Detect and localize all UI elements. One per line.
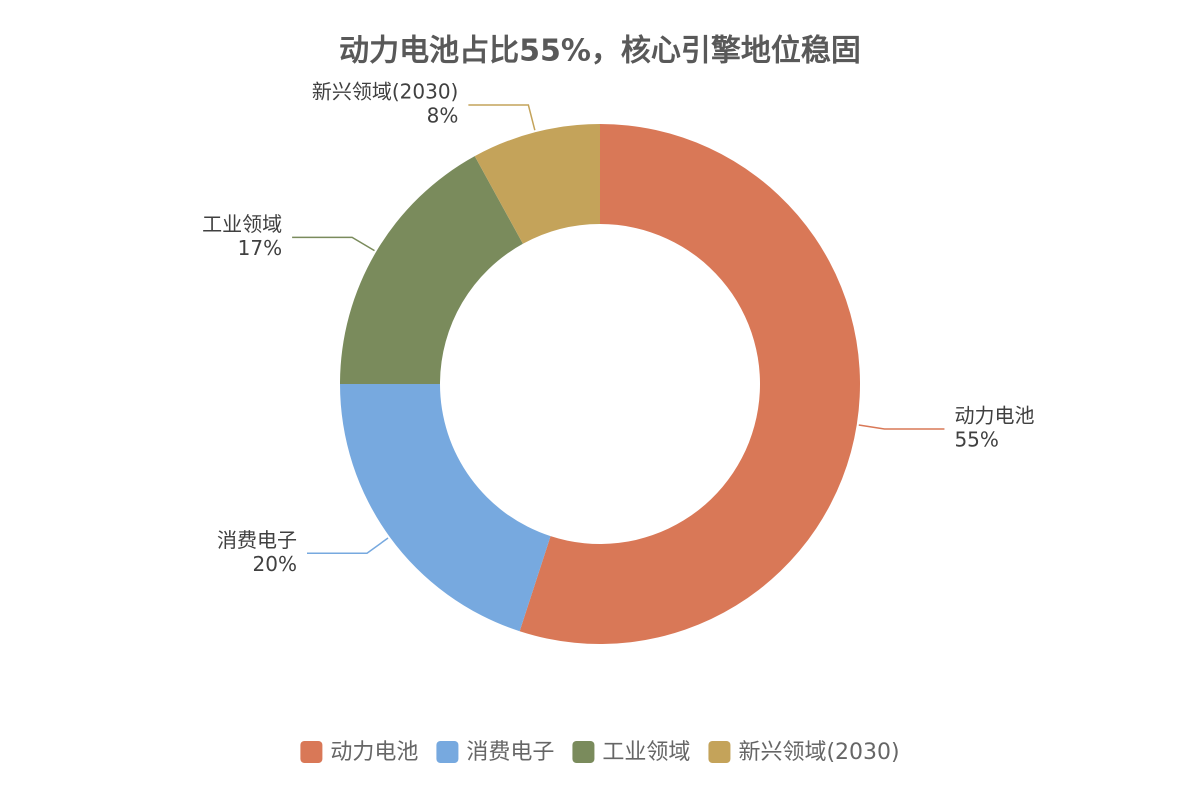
legend-label: 动力电池 [330, 740, 418, 765]
leader-line [307, 537, 389, 555]
leader-line [858, 424, 945, 430]
donut-slice [340, 156, 523, 384]
data-label-value: 17% [238, 236, 282, 260]
data-label-value: 20% [253, 552, 297, 576]
leader-line [468, 104, 536, 131]
data-label-value: 55% [954, 428, 998, 452]
data-label-name: 动力电池 [954, 404, 1034, 428]
data-label-name: 新兴领域(2030) [312, 80, 459, 104]
donut-slice [519, 124, 860, 644]
legend-swatch [436, 741, 459, 763]
chart-title: 动力电池占比55%，核心引擎地位稳固 [339, 34, 861, 69]
legend-label: 工业领域 [602, 740, 690, 765]
data-label-name: 工业领域 [202, 212, 282, 236]
donut-slice [474, 124, 600, 244]
legend-swatch [572, 741, 595, 763]
legend-label: 消费电子 [466, 740, 554, 765]
donut-slice [340, 384, 551, 632]
leader-line [292, 236, 375, 252]
legend-swatch [300, 741, 323, 763]
legend-label: 新兴领域(2030) [738, 740, 899, 765]
legend-swatch [708, 741, 731, 763]
data-label-name: 消费电子 [217, 528, 297, 552]
legend: 动力电池 消费电子 工业领域 新兴领域(2030) [300, 740, 900, 765]
data-label-value: 8% [427, 104, 459, 128]
